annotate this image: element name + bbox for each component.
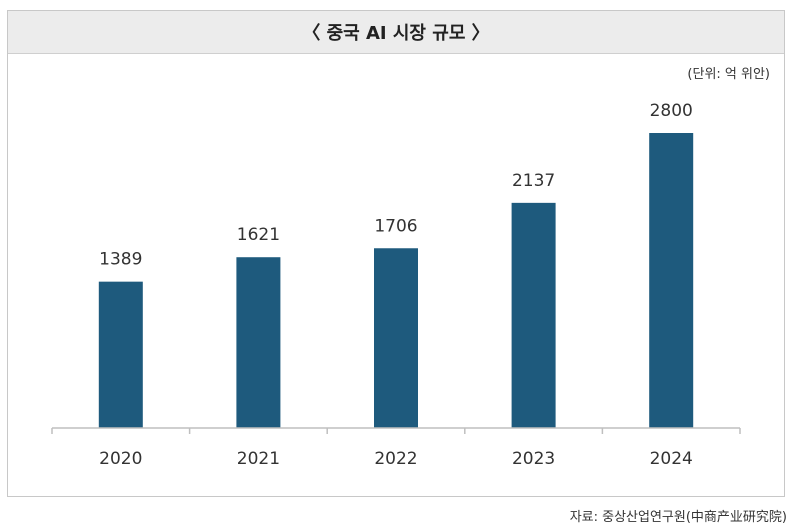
- unit-note: (단위: 억 위안): [687, 67, 770, 82]
- bar-2024: [649, 133, 694, 428]
- data-label-2021: 1621: [237, 225, 280, 245]
- data-label-2020: 1389: [99, 250, 142, 270]
- data-label-2022: 1706: [374, 216, 417, 236]
- x-tick-label-2022: 2022: [374, 449, 417, 469]
- x-tick-label-2024: 2024: [650, 449, 693, 469]
- source-note: 자료: 중상산업연구원(中商产业研究院): [569, 510, 787, 525]
- x-ticks-group: 2020 2021 2022 2023 2024: [51, 428, 741, 469]
- bar-2021: [236, 257, 281, 428]
- bar-2022: [374, 248, 418, 428]
- x-tick-label-2021: 2021: [237, 449, 280, 469]
- x-tick-label-2020: 2020: [99, 449, 142, 469]
- x-tick-label-2023: 2023: [512, 449, 555, 469]
- chart-title: 〈 중국 AI 시장 규모 〉: [8, 11, 784, 54]
- data-label-2023: 2137: [512, 171, 555, 191]
- bar-2023: [511, 202, 556, 428]
- data-label-2024: 2800: [650, 101, 693, 121]
- bar-2020: [98, 281, 143, 428]
- bars-group: 1389 1621 1706 2137 2800: [98, 101, 694, 428]
